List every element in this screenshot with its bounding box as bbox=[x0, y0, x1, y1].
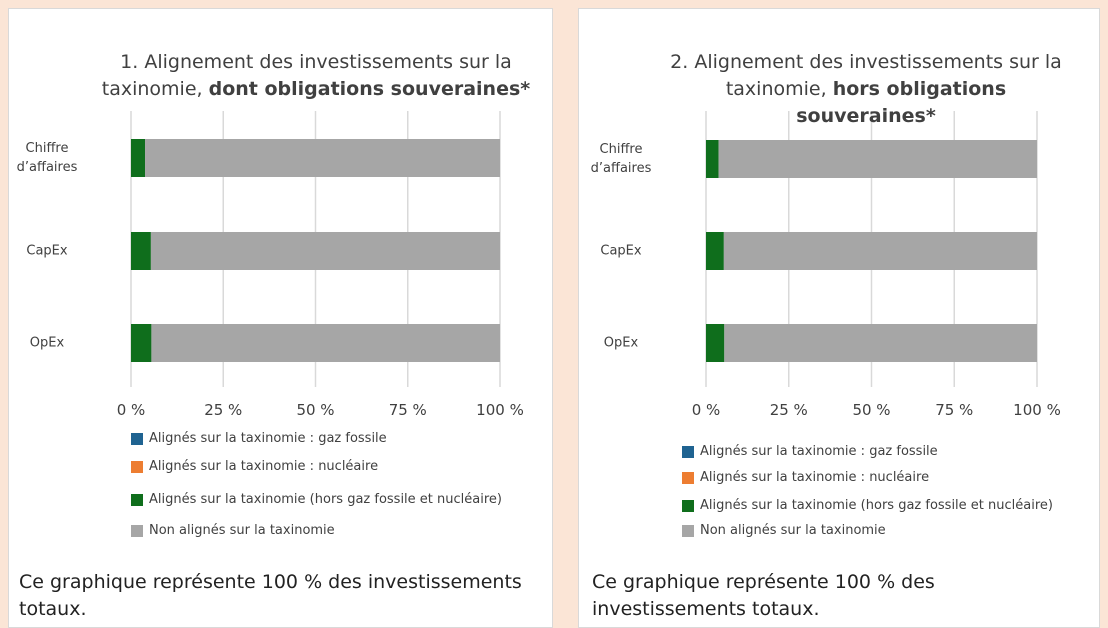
x-tick-label: 0 % bbox=[691, 401, 721, 419]
title-text: 2. Alignement des investissements sur la… bbox=[670, 51, 1062, 100]
x-tick-label: 50 % bbox=[852, 401, 891, 419]
category-label: CapEx bbox=[600, 243, 642, 259]
legend-item: Non alignés sur la taxinomie bbox=[131, 523, 335, 538]
category-label: OpEx bbox=[603, 335, 639, 351]
bar-segment bbox=[150, 232, 500, 270]
legend-swatch bbox=[682, 499, 694, 512]
category-label: OpEx bbox=[29, 335, 65, 351]
legend-label: Non alignés sur la taxinomie bbox=[149, 523, 335, 538]
title-bold: hors obligations souveraines* bbox=[796, 78, 1007, 127]
legend-swatch bbox=[131, 493, 143, 506]
category-label: Chiffre d’affaires bbox=[16, 141, 78, 175]
legend-item: Alignés sur la taxinomie : gaz fossile bbox=[682, 444, 938, 459]
legend-swatch bbox=[682, 524, 694, 537]
legend-item: Non alignés sur la taxinomie bbox=[682, 523, 886, 538]
legend-item: Alignés sur la taxinomie (hors gaz fossi… bbox=[131, 492, 502, 507]
category-label: CapEx bbox=[26, 243, 68, 259]
bar-segment bbox=[706, 232, 724, 270]
title-bold: dont obligations souveraines* bbox=[208, 78, 531, 100]
note: Ce graphique représente 100 % des invest… bbox=[592, 571, 935, 620]
legend-label: Alignés sur la taxinomie : gaz fossile bbox=[149, 431, 387, 446]
plot: 3,80 %5,39 %5,53 % bbox=[130, 111, 501, 387]
legend-label: Alignés sur la taxinomie (hors gaz fossi… bbox=[700, 498, 1053, 513]
legend-item: Alignés sur la taxinomie : nucléaire bbox=[682, 470, 929, 485]
bar-segment bbox=[724, 324, 1037, 362]
legend-label: Alignés sur la taxinomie (hors gaz fossi… bbox=[149, 492, 502, 507]
legend-item: Alignés sur la taxinomie (hors gaz fossi… bbox=[682, 498, 1053, 513]
legend-item: Alignés sur la taxinomie : gaz fossile bbox=[131, 431, 387, 446]
bar-segment bbox=[131, 232, 151, 270]
legend-label: Non alignés sur la taxinomie bbox=[700, 523, 886, 538]
legend-label: Alignés sur la taxinomie : gaz fossile bbox=[700, 444, 938, 459]
bar-segment bbox=[131, 324, 152, 362]
legend-swatch bbox=[131, 460, 143, 473]
bar-segment bbox=[723, 232, 1037, 270]
category-label: Chiffre d’affaires bbox=[590, 142, 652, 176]
x-tick-label: 75 % bbox=[388, 401, 427, 419]
x-tick-label: 100 % bbox=[476, 401, 524, 419]
x-tick-label: 75 % bbox=[935, 401, 974, 419]
x-tick-label: 25 % bbox=[204, 401, 243, 419]
chart-title: 2. Alignement des investissements sur la… bbox=[656, 49, 1076, 130]
legend-swatch bbox=[131, 524, 143, 537]
bar-segment bbox=[706, 140, 719, 178]
plot: 3,80 %5,39 %5,53 % bbox=[705, 111, 1038, 387]
title-text: 1. Alignement des investissements sur la… bbox=[101, 51, 512, 100]
bar-segment bbox=[718, 140, 1037, 178]
bar-segment bbox=[706, 324, 725, 362]
legend-swatch bbox=[682, 471, 694, 484]
chart-panel: 3,80 %5,39 %5,53 % 1. Alignement des inve… bbox=[8, 8, 553, 628]
bar-segment bbox=[145, 139, 500, 177]
x-tick-label: 0 % bbox=[116, 401, 146, 419]
legend-item: Alignés sur la taxinomie : nucléaire bbox=[131, 459, 378, 474]
chart-title: 1. Alignement des investissements sur la… bbox=[96, 49, 536, 103]
x-tick-label: 50 % bbox=[296, 401, 335, 419]
legend-swatch bbox=[131, 432, 143, 445]
legend-label: Alignés sur la taxinomie : nucléaire bbox=[700, 470, 930, 485]
bar-segment bbox=[131, 139, 146, 177]
x-tick-label: 100 % bbox=[1013, 401, 1061, 419]
legend-swatch bbox=[682, 445, 694, 458]
note: Ce graphique représente 100 % des invest… bbox=[19, 571, 522, 620]
chart-panel: 3,80 %5,39 %5,53 % 2. Alignement des inve… bbox=[578, 8, 1100, 628]
bar-segment bbox=[151, 324, 500, 362]
x-tick-label: 25 % bbox=[769, 401, 808, 419]
legend-label: Alignés sur la taxinomie : nucléaire bbox=[149, 459, 379, 474]
